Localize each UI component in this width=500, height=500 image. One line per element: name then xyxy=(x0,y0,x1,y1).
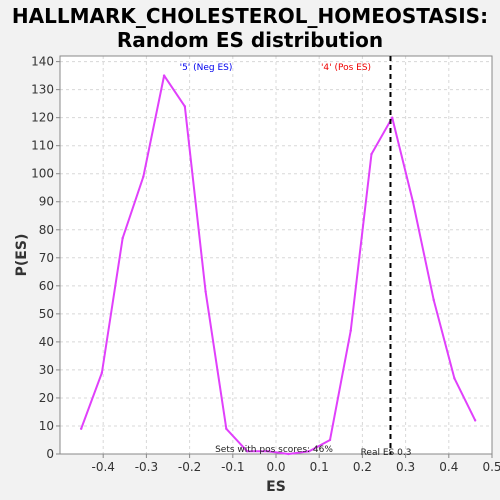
x-tick-label: 0.2 xyxy=(353,460,372,474)
y-tick-label: 40 xyxy=(39,335,54,349)
data-point xyxy=(245,449,249,453)
y-tick-label: 30 xyxy=(39,363,54,377)
x-tick-label: -0.1 xyxy=(221,460,244,474)
data-point xyxy=(432,298,435,302)
y-tick-label: 130 xyxy=(31,83,54,97)
data-point xyxy=(411,200,415,203)
y-tick-label: 120 xyxy=(31,111,54,125)
data-point xyxy=(328,438,332,442)
data-point xyxy=(142,175,145,178)
neg-es-label: '5' (Neg ES) xyxy=(180,63,233,73)
x-axis-label: ES xyxy=(266,479,286,495)
data-point xyxy=(287,452,290,456)
pos-scores-label: Sets with pos scores: 46% xyxy=(215,445,333,455)
data-point xyxy=(121,236,124,240)
data-point xyxy=(453,377,456,380)
x-tick-label: -0.3 xyxy=(135,460,158,474)
y-tick-label: 70 xyxy=(39,251,54,265)
y-tick-label: 60 xyxy=(39,279,54,293)
series-line xyxy=(80,74,477,455)
x-tick-label: -0.2 xyxy=(178,460,201,474)
y-axis-label: P(ES) xyxy=(14,234,30,277)
y-tick-label: 100 xyxy=(31,167,54,181)
pos-es-label: '4' (Pos ES) xyxy=(321,63,371,73)
data-point xyxy=(100,371,104,374)
y-tick-label: 10 xyxy=(39,419,54,433)
y-tick-label: 90 xyxy=(39,195,54,209)
data-point xyxy=(162,74,166,77)
data-point xyxy=(349,329,352,332)
y-tick-label: 110 xyxy=(31,139,54,153)
data-point xyxy=(308,449,311,453)
data-point xyxy=(473,419,477,422)
data-point xyxy=(204,290,207,293)
y-tick-label: 50 xyxy=(39,307,54,321)
x-tick-label: 0.3 xyxy=(396,460,415,474)
data-point xyxy=(370,152,373,156)
x-tick-label: -0.4 xyxy=(91,460,114,474)
data-point xyxy=(79,427,83,430)
x-tick-label: 0.0 xyxy=(266,460,285,474)
real-es-label: Real ES 0.3 xyxy=(361,448,412,458)
chart-title: HALLMARK_CHOLESTEROL_HOMEOSTASIS: xyxy=(11,4,489,28)
x-tick-label: 0.1 xyxy=(310,460,329,474)
y-tick-label: 20 xyxy=(39,391,54,405)
y-tick-label: 80 xyxy=(39,223,54,237)
data-point xyxy=(225,427,228,430)
data-point xyxy=(183,105,187,108)
chart-subtitle: Random ES distribution xyxy=(116,28,384,52)
y-tick-label: 140 xyxy=(31,55,54,69)
x-tick-label: 0.5 xyxy=(482,460,500,474)
x-tick-label: 0.4 xyxy=(439,460,458,474)
y-tick-label: 0 xyxy=(46,447,54,461)
data-point xyxy=(266,449,269,453)
data-point xyxy=(391,116,394,119)
